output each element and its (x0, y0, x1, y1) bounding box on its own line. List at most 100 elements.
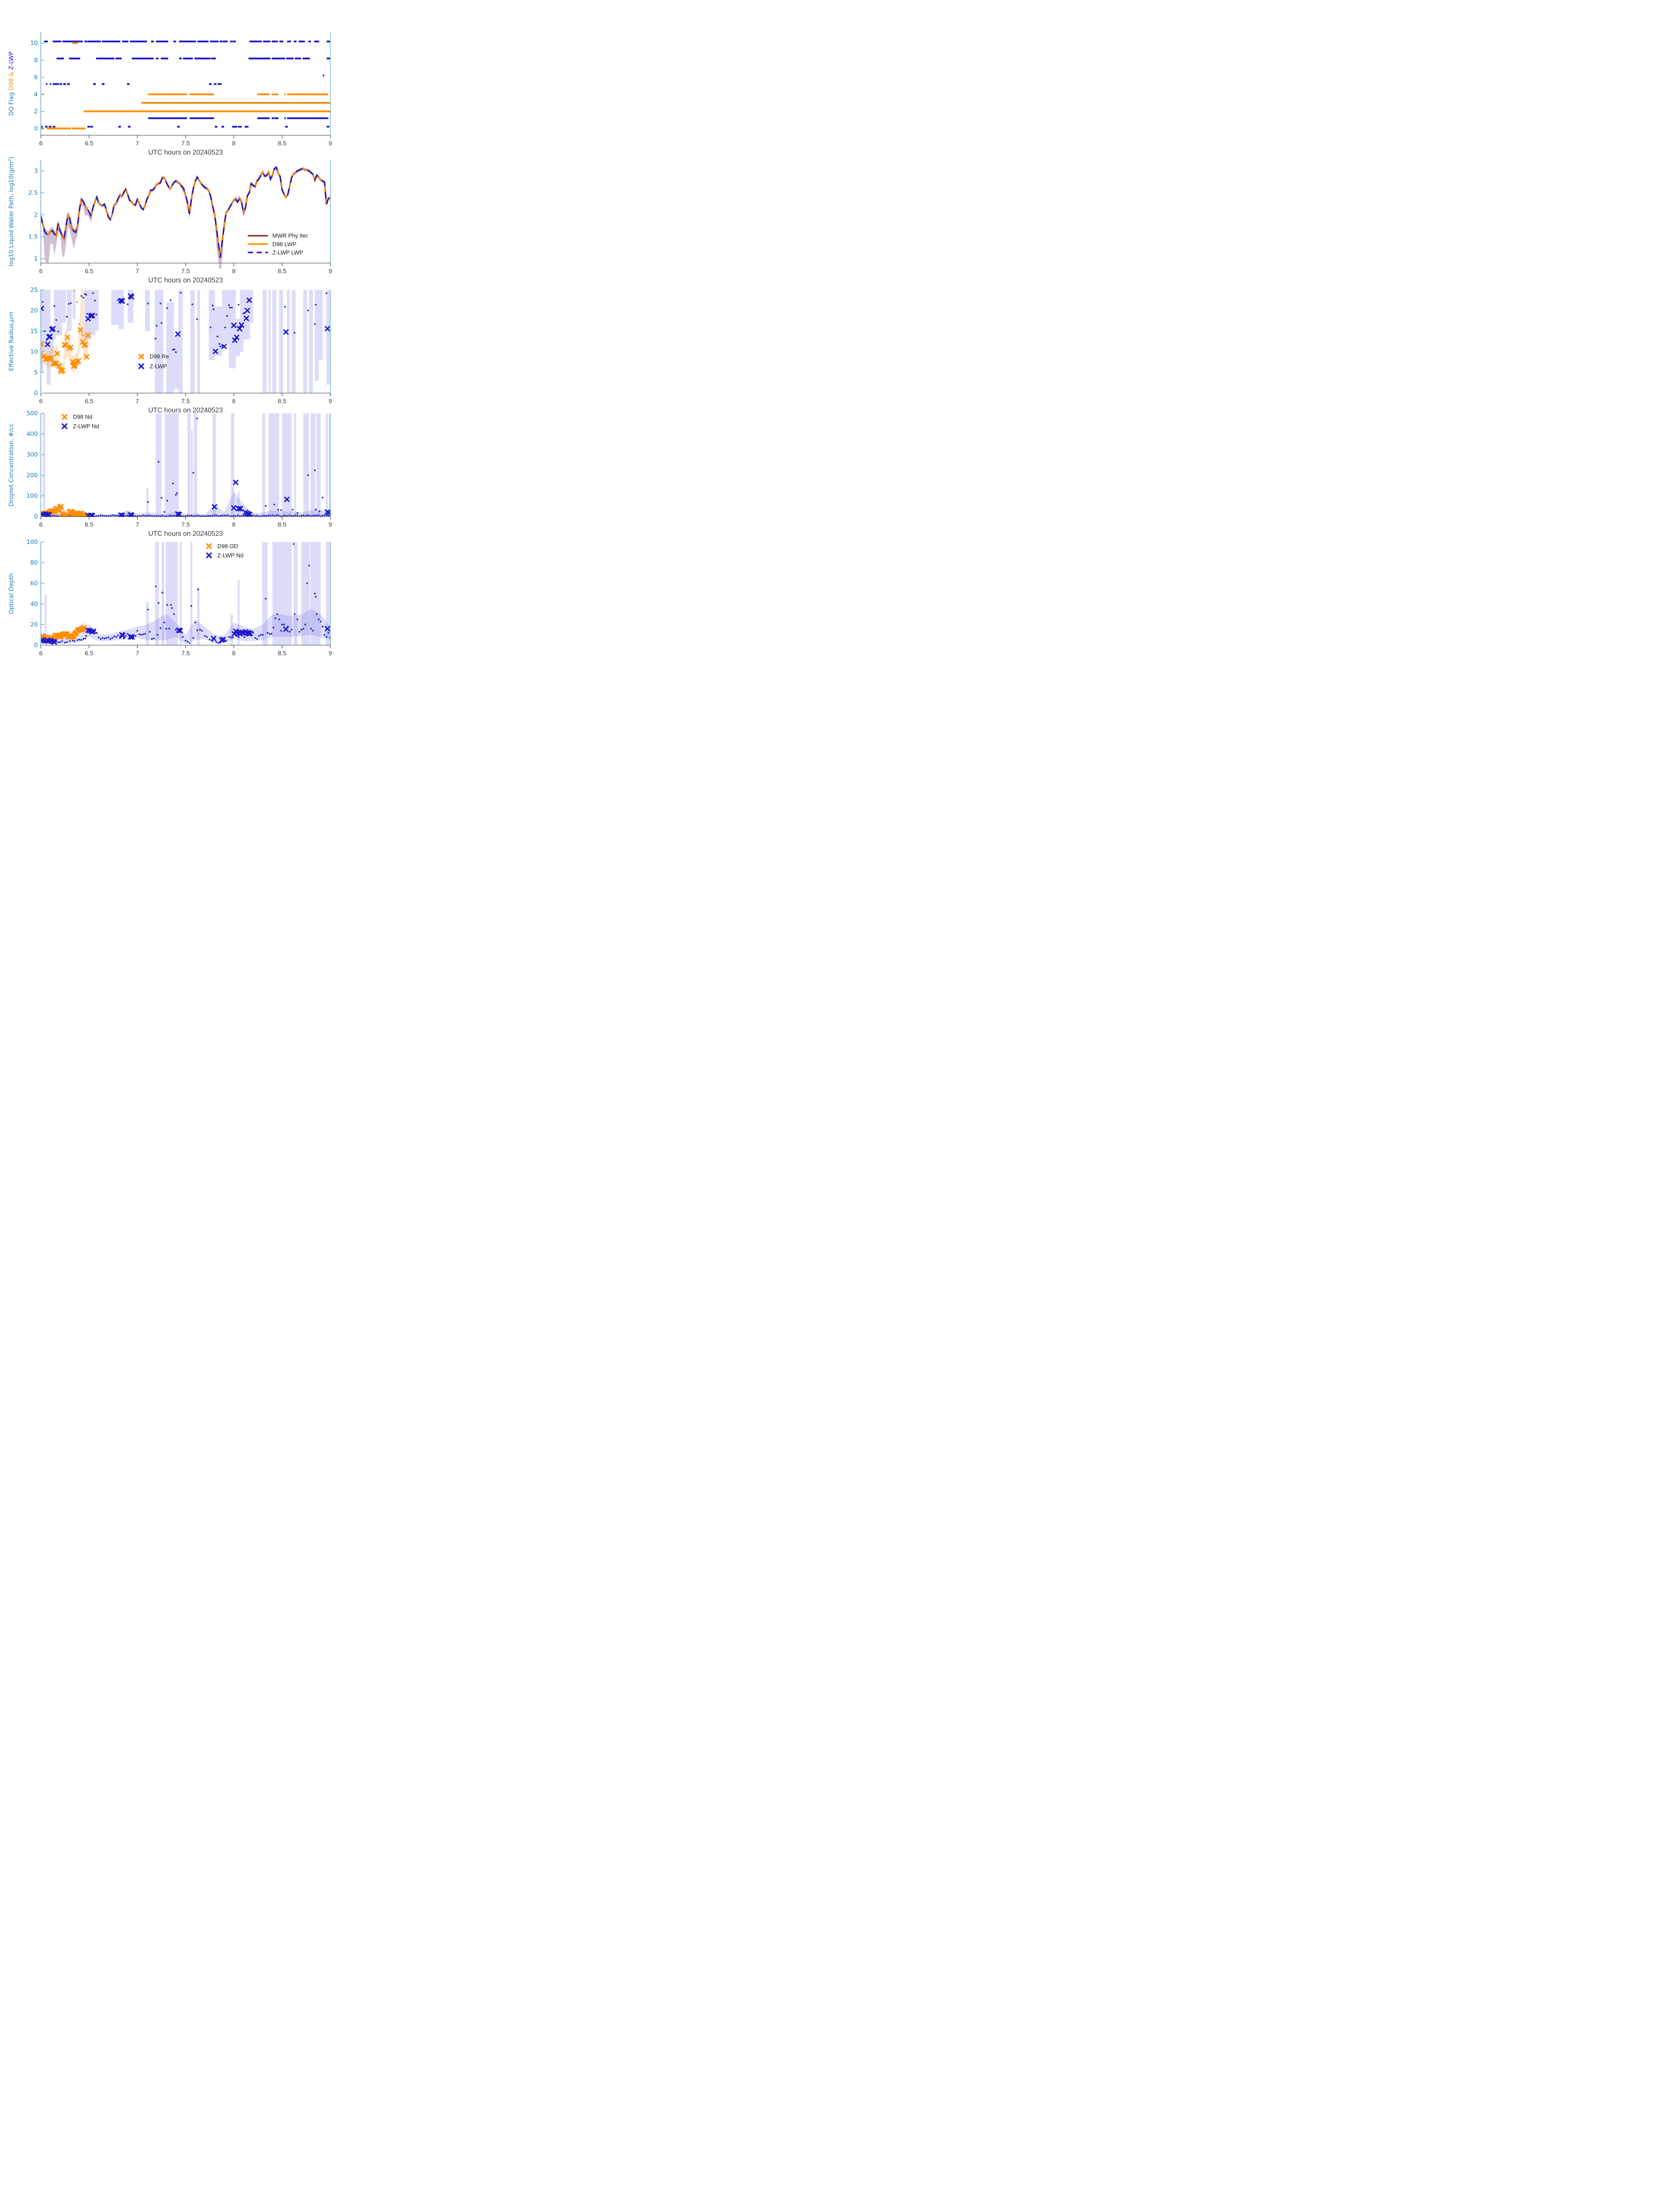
panel-lwp: 1 1.5 2 2.5 3 6 6.5 7 7.5 8 8.5 9 UTC hours on 20240… (7, 156, 332, 284)
droplet-concentration-uncertainty-stripe (310, 413, 315, 516)
effective-radius-uncertainty-band (279, 290, 283, 393)
x-tick-label: 7.5 (181, 267, 190, 274)
x-tick-label: 8.5 (278, 140, 286, 147)
y-tick-label: 500 (26, 410, 38, 417)
droplet-concentration-uncertainty-stripe (43, 413, 45, 516)
effective-radius-uncertainty-band (209, 290, 215, 360)
effective-radius-uncertainty-band (67, 290, 72, 331)
panel-effective-radius: 0 5 10 15 20 25 6 6.5 7 7.5 8 8.5 9 UTC hours on 2024… (8, 287, 332, 415)
x-tick-label: 8 (232, 140, 235, 147)
effective-radius-uncertainty-band (250, 290, 253, 323)
y-tick-label: 10 (30, 40, 38, 47)
optical-depth-plot-area (41, 542, 331, 645)
droplet-concentration-uncertainty-stripe (155, 413, 162, 516)
x-tick-label: 8.5 (278, 650, 286, 657)
droplet-concentration-uncertainty-stripe (187, 413, 191, 516)
optical-depth-uncertainty-stripe (262, 542, 268, 645)
dq-flag-dots-blue (44, 40, 331, 43)
droplet-concentration-uncertainty-spike (191, 430, 193, 516)
y-tick-label: 400 (26, 431, 38, 438)
droplet-concentration-uncertainty-stripe (165, 413, 179, 516)
optical-depth-uncertainty-stripe (166, 542, 178, 645)
optical-depth-uncertainty-spike (230, 614, 233, 645)
x-tick-label: 7 (136, 267, 139, 274)
y-tick-label: 200 (26, 472, 38, 479)
figure-page: 0 2 4 6 8 10 6 6.5 7 7.5 8 8.5 9 UTC hours on 2024052… (0, 0, 420, 659)
optical-depth-uncertainty-spike (197, 587, 200, 645)
x-tick-label: 6 (39, 140, 43, 147)
y-tick-label: 300 (26, 451, 38, 459)
x-tick-label: 6.5 (85, 397, 94, 405)
x-tick-label: 8 (232, 650, 235, 657)
legend-label: D98 Re (150, 353, 169, 360)
x-tick-label: 8 (232, 397, 235, 405)
legend-label: Z-LWP Nd (217, 552, 243, 559)
effective-radius-uncertainty-band (268, 290, 271, 393)
y-tick-label: 0 (34, 513, 38, 520)
effective-radius-uncertainty-band (56, 290, 62, 336)
y-tick-label: 25 (30, 287, 38, 294)
dq-flag-dots-orange (141, 102, 331, 104)
legend-label: D98 OD (217, 543, 238, 549)
y-tick-label: 1.5 (29, 234, 38, 241)
y-tick-label: 100 (26, 493, 38, 500)
x-tick-label: 8.5 (278, 521, 286, 528)
y-axis-label: Droplet Concentration, #/cc (8, 423, 15, 506)
effective-radius-uncertainty-band (62, 290, 66, 323)
y-tick-label: 2 (34, 108, 38, 115)
optical-depth-uncertainty-spike (146, 602, 149, 645)
dq-flag-dots-blue (56, 58, 331, 60)
dq-flag-dots-orange (42, 93, 329, 95)
dq-flag-dots-orange (83, 110, 331, 112)
optical-depth-uncertainty-spike (44, 594, 47, 645)
effective-radius-uncertainty-band (197, 290, 200, 393)
legend-label: Z-LWP Nd (73, 423, 99, 430)
z-lwp-lwp-line (41, 166, 331, 258)
effective-radius-uncertainty-band (215, 306, 222, 356)
x-tick-label: 7 (136, 140, 139, 147)
effective-radius-uncertainty-band (155, 290, 163, 393)
y-tick-label: 0 (34, 390, 38, 397)
optical-depth-uncertainty-stripe (272, 542, 292, 645)
y-tick-label: 6 (34, 74, 38, 81)
legend-label: D98 LWP (272, 241, 296, 247)
optical-depth-uncertainty-band (41, 609, 330, 644)
x-axis-label: UTC hours on 20240523 (148, 530, 223, 538)
effective-radius-uncertainty-band (314, 290, 319, 381)
droplet-concentration-uncertainty-stripe (194, 413, 197, 516)
y-tick-label: 40 (30, 601, 38, 608)
effective-radius-uncertainty-band (243, 290, 250, 340)
effective-radius-uncertainty-band (235, 318, 240, 356)
dq-flag-dots-orange (41, 127, 86, 130)
optical-depth-legend: D98 OD Z-LWP Nd (206, 543, 243, 559)
effective-radius-plot-area (41, 290, 330, 393)
effective-radius-dots-blue (42, 292, 328, 353)
droplet-concentration-plot-area (41, 413, 331, 517)
effective-radius-uncertainty-band (292, 290, 296, 393)
x-tick-label: 9 (329, 650, 332, 657)
effective-radius-uncertainty-band (190, 290, 195, 393)
effective-radius-uncertainty-band (72, 290, 76, 319)
y-tick-label: 10 (30, 349, 38, 356)
y-tick-label: 2.5 (29, 190, 38, 197)
effective-radius-uncertainty-band (84, 290, 91, 340)
effective-radius-xmarkers-orange (41, 327, 91, 374)
droplet-concentration-uncertainty-spike (238, 491, 240, 516)
droplet-concentration-uncertainty-spike (126, 511, 131, 516)
effective-radius-uncertainty-band (166, 302, 174, 393)
legend-label: MWR Phy Iter (272, 232, 308, 239)
y-axis-label: log10 Liquid Water Path, log10(g/m2) (7, 156, 15, 266)
effective-radius-uncertainty-band (95, 290, 99, 331)
x-tick-label: 8.5 (278, 267, 286, 274)
x-tick-label: 7.5 (181, 650, 190, 657)
dq-flag-dots-blue (41, 126, 329, 128)
x-axis-label: UTC hours on 20240523 (148, 149, 223, 156)
x-tick-label: 7.5 (181, 140, 190, 147)
x-tick-label: 9 (329, 397, 332, 405)
x-tick-label: 6.5 (85, 521, 94, 528)
y-axis-label: Optical Depth (8, 573, 15, 614)
y-tick-label: 20 (30, 621, 38, 628)
droplet-concentration-legend: D98 Nd Z-LWP Nd (61, 414, 99, 430)
